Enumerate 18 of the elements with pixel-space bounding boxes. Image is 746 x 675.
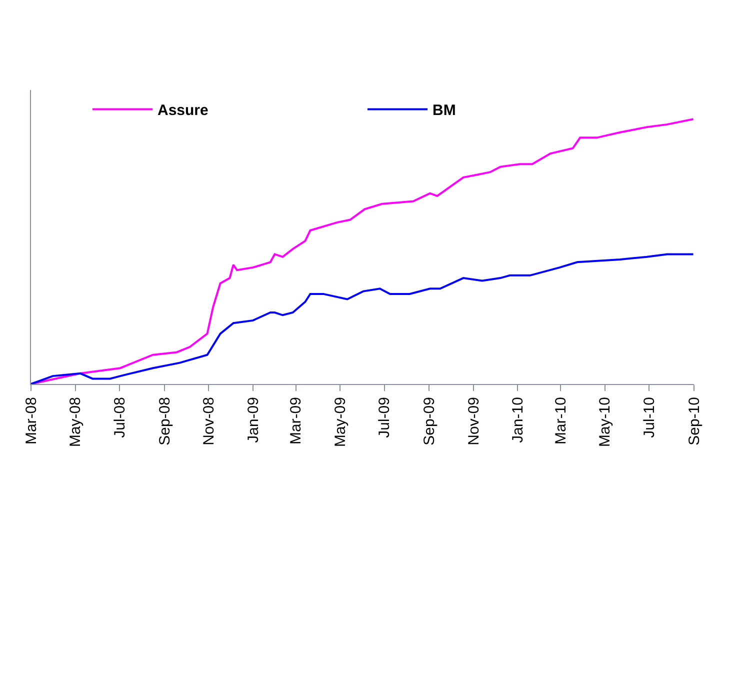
- x-tick-label: Jul-08: [111, 397, 128, 438]
- x-tick-label: Sep-09: [421, 397, 438, 446]
- x-tick-label: Jan-09: [244, 397, 262, 443]
- x-tick-label: Sep-10: [686, 397, 703, 446]
- x-tick-label: Jul-10: [640, 397, 658, 438]
- x-tick-label: May-08: [67, 397, 84, 448]
- x-tick-label: Nov-08: [200, 397, 218, 446]
- x-tick-label: Jul-09: [376, 397, 394, 438]
- x-tick-label: Mar-08: [22, 397, 40, 445]
- x-tick-label: May-10: [596, 397, 614, 448]
- x-tick-label: Nov-09: [465, 397, 482, 446]
- x-tick-label: Jan-10: [510, 397, 527, 443]
- x-tick-label: May-09: [332, 397, 349, 448]
- x-tick-label: Mar-10: [552, 397, 570, 445]
- legend-label: Assure: [158, 102, 208, 120]
- x-tick-label: Sep-08: [156, 397, 174, 446]
- legend-label: BM: [432, 102, 456, 120]
- x-tick-label: Mar-09: [288, 397, 305, 445]
